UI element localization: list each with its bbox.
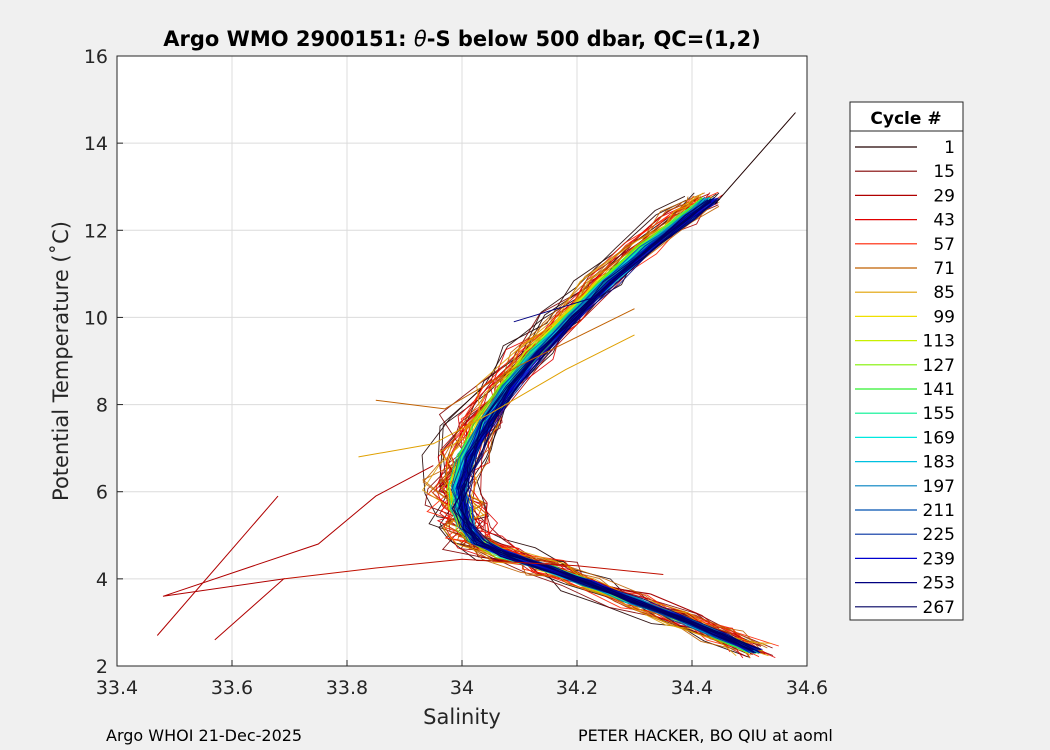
outlier-profile-line	[513, 295, 601, 323]
legend-label: 155	[923, 404, 955, 424]
legend-entry: 225	[855, 525, 955, 545]
profile-line	[422, 196, 752, 654]
grid-lines	[117, 56, 807, 666]
x-axis-label: Salinity	[423, 705, 501, 729]
legend-label: 43	[933, 211, 955, 231]
legend-entry: 85	[855, 283, 955, 303]
y-tick-label: 16	[84, 46, 108, 68]
legend-entry: 99	[855, 307, 955, 327]
profile-line	[456, 200, 757, 654]
outlier-profile-line	[156, 495, 279, 636]
y-tick-label: 12	[84, 220, 108, 242]
legend-entry: 155	[855, 404, 955, 424]
legend-label: 253	[923, 574, 955, 594]
legend-entry: 71	[855, 259, 955, 279]
y-tick-label: 6	[96, 482, 108, 504]
y-tick-label: 4	[96, 569, 108, 591]
legend-label: 267	[923, 598, 955, 618]
legend-label: 141	[923, 380, 955, 400]
legend-label: 183	[923, 453, 955, 473]
legend-entry: 197	[855, 477, 955, 497]
y-axis-label: Potential Temperature (˚C)	[49, 221, 73, 501]
legend-entry: 113	[855, 332, 955, 352]
legend-label: 1	[944, 138, 955, 158]
footer-right: PETER HACKER, BO QIU at aoml	[578, 726, 833, 745]
y-tick-label: 14	[84, 133, 108, 155]
x-tick-label: 34.6	[786, 677, 828, 699]
legend: Cycle # 1 15 29 43 57 71 85 99 113 127 141 155 169 18…	[849, 101, 964, 621]
legend-entry: 239	[855, 549, 955, 569]
legend-label: 211	[923, 501, 955, 521]
legend-label: 85	[933, 283, 955, 303]
x-tick-label: 33.4	[96, 677, 138, 699]
legend-entry: 29	[855, 186, 955, 206]
legend-label: 113	[923, 332, 955, 352]
x-tick-label: 34.4	[671, 677, 713, 699]
legend-entry: 267	[855, 598, 955, 618]
plot-area	[156, 112, 796, 659]
profile-line	[426, 204, 743, 651]
legend-label: 29	[933, 186, 955, 206]
legend-label: 239	[923, 549, 955, 569]
y-tick-label: 2	[96, 656, 108, 678]
x-tick-label: 34	[450, 677, 474, 699]
x-tick-label: 33.6	[211, 677, 253, 699]
legend-label: 57	[933, 235, 955, 255]
legend-entry: 127	[855, 356, 955, 376]
legend-entry: 253	[855, 574, 955, 594]
outlier-profile-line	[283, 558, 664, 580]
profile-line	[466, 197, 761, 654]
outlier-profile-line	[375, 308, 635, 410]
legend-label: 71	[933, 259, 955, 279]
profile-line	[452, 198, 752, 650]
footer-left: Argo WHOI 21-Dec-2025	[106, 726, 302, 745]
legend-entry: 141	[855, 380, 955, 400]
legend-entry: 43	[855, 211, 955, 231]
legend-entry: 183	[855, 453, 955, 473]
legend-entry: 211	[855, 501, 955, 521]
axis-ticks: 33.4 33.6 33.8 34 34.2 34.4 34.6 2 4 6 8 10 12 14 16	[84, 46, 828, 699]
legend-entry: 169	[855, 428, 955, 448]
y-tick-label: 10	[84, 307, 108, 329]
legend-label: 169	[923, 428, 955, 448]
legend-title: Cycle #	[870, 109, 941, 129]
legend-entry: 1	[855, 138, 955, 158]
outlier-profile-line	[358, 334, 635, 458]
chart-title: Argo WMO 2900151: θ-S below 500 dbar, QC…	[163, 27, 760, 51]
outlier-profile-line	[162, 465, 434, 641]
x-tick-label: 33.8	[326, 677, 368, 699]
legend-label: 197	[923, 477, 955, 497]
y-tick-label: 8	[96, 395, 108, 417]
outlier-profile-line	[714, 112, 796, 205]
legend-label: 15	[933, 162, 955, 182]
legend-label: 127	[923, 356, 955, 376]
legend-label: 99	[933, 307, 955, 327]
x-tick-label: 34.2	[556, 677, 598, 699]
legend-entries: 1 15 29 43 57 71 85 99 113 127 141 155 169 183 197 211 2…	[855, 138, 955, 618]
legend-entry: 15	[855, 162, 955, 182]
legend-label: 225	[923, 525, 955, 545]
legend-entry: 57	[855, 235, 955, 255]
